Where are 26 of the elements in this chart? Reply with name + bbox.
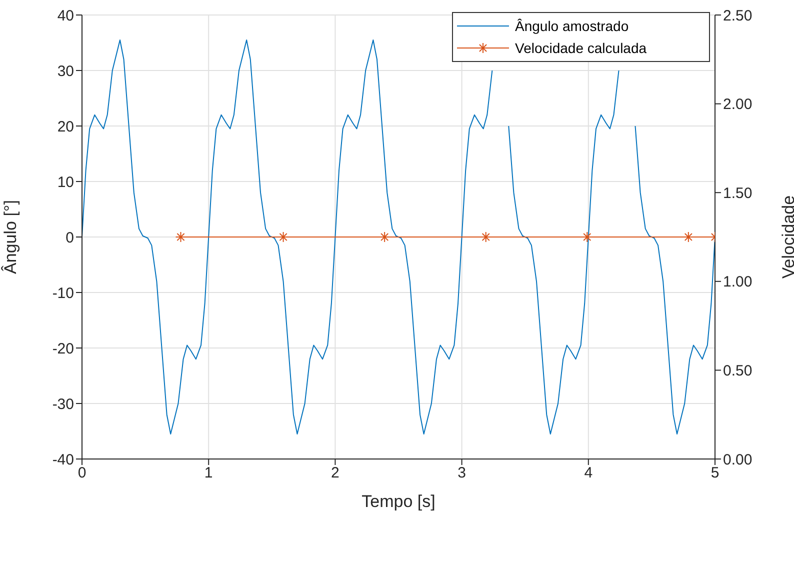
x-axis-title: Tempo [s] <box>362 492 436 511</box>
y-tick-label: -40 <box>52 451 74 468</box>
legend-label: Velocidade calculada <box>515 40 647 56</box>
legend-label: Ângulo amostrado <box>515 18 629 34</box>
y-tick-label: -10 <box>52 284 74 302</box>
x-tick-label: 3 <box>458 464 466 482</box>
y2-tick-label: 0.50 <box>723 362 752 380</box>
y-tick-label: -30 <box>52 396 74 413</box>
y2-tick-label: 2.50 <box>723 7 752 24</box>
y2-tick-label: 0.00 <box>723 451 752 468</box>
y-tick-label: 10 <box>57 174 74 191</box>
x-tick-label: 0 <box>78 464 86 482</box>
y-axis-title: Ângulo [°] <box>1 200 20 274</box>
y2-tick-label: 2.00 <box>723 96 752 114</box>
y-tick-label: 0 <box>66 229 74 246</box>
y2-tick-label: 1.50 <box>723 184 752 202</box>
x-tick-label: 5 <box>710 464 720 482</box>
x-tick-label: 1 <box>204 464 213 482</box>
y2-axis-title: Velocidade <box>779 195 794 279</box>
x-tick-label: 4 <box>584 464 593 482</box>
y-tick-label: 40 <box>57 7 74 24</box>
y-tick-label: 30 <box>57 62 74 80</box>
y-tick-label: -20 <box>52 340 74 358</box>
y-tick-label: 20 <box>57 118 74 136</box>
y2-tick-label: 1.00 <box>723 274 752 291</box>
x-tick-label: 2 <box>331 464 340 482</box>
